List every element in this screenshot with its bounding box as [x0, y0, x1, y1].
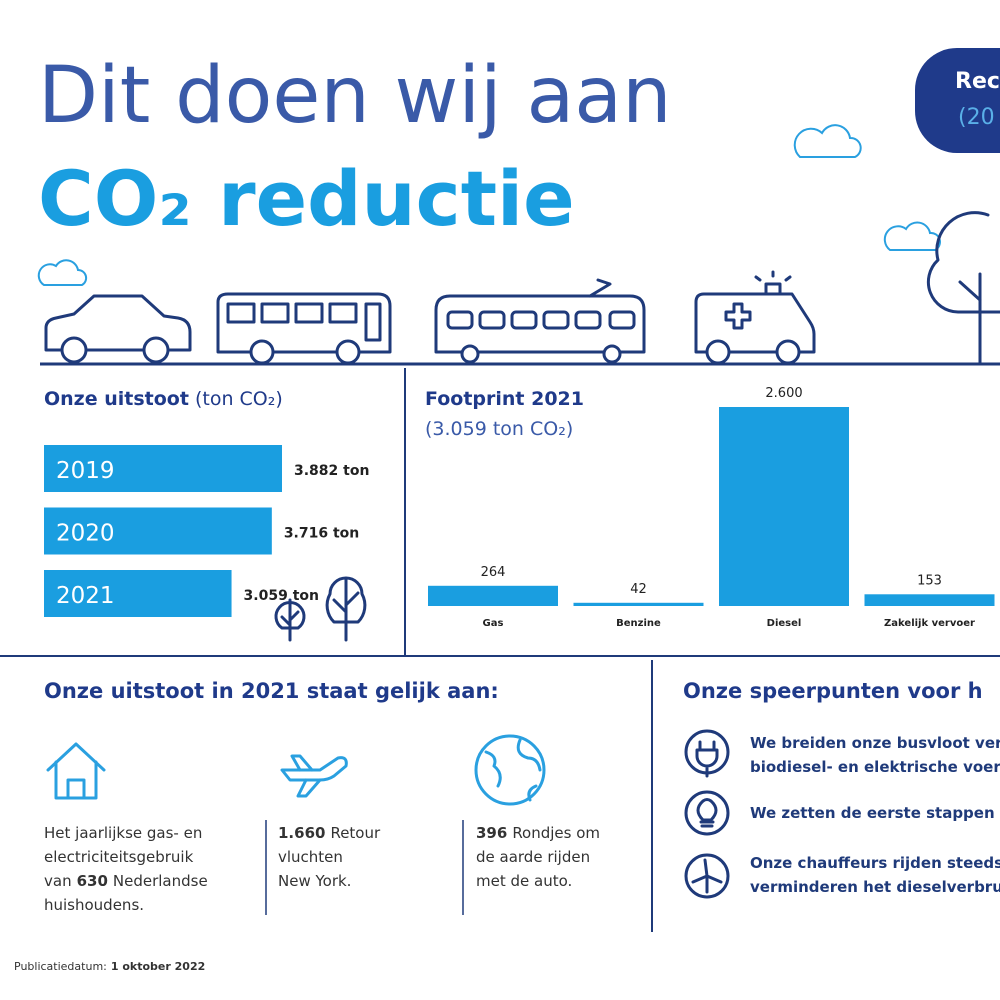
- tree-icons: [274, 576, 367, 642]
- bar: [864, 594, 995, 606]
- equivalent-text: met de auto.: [476, 872, 572, 890]
- value-label: 264: [481, 565, 506, 580]
- equivalent-text: vluchten: [278, 848, 343, 866]
- equivalent-text: van: [44, 872, 72, 890]
- title: Dit doen wij aan: [38, 51, 672, 141]
- value-label: 3.059 ton: [244, 588, 319, 604]
- badge: [915, 48, 1000, 153]
- equivalent-text: Het jaarlijkse gas- en: [44, 824, 202, 842]
- priority-texts: We breiden onze busvloot verd biodiesel- …: [750, 734, 1000, 896]
- value-label: 3.882 ton: [294, 463, 369, 479]
- bar: [44, 445, 282, 492]
- footer: Publicatiedatum: 1 oktober 2022: [14, 960, 205, 973]
- equivalent-line: electriciteitsgebruik: [44, 848, 194, 866]
- bar: [573, 602, 704, 606]
- bar: [44, 507, 272, 555]
- chart-title: Onze uitstoot (ton CO₂): [44, 388, 283, 410]
- value-label: 2.600: [765, 386, 802, 401]
- equivalent-line: Het jaarlijkse gas- en: [44, 824, 202, 842]
- value-label: 153: [917, 573, 942, 588]
- equivalent-text: electriciteitsgebruik: [44, 848, 194, 866]
- vehicles: [44, 211, 1000, 366]
- cloud-icon: [37, 259, 88, 286]
- subtitle: CO₂ reductie: [38, 154, 575, 243]
- x-tick-label: Gas: [483, 618, 504, 629]
- priority-line: We breiden onze busvloot verd: [750, 734, 1000, 752]
- equivalent-text: 1.660: [278, 824, 325, 842]
- value-label: 3.716 ton: [284, 526, 359, 542]
- priority-icons: [684, 729, 730, 899]
- equivalent-texts: Het jaarlijkse gas- en electriciteitsgebr…: [44, 824, 600, 914]
- equivalent-text: 396: [476, 824, 507, 842]
- bar: [428, 585, 558, 606]
- x-tick-label: Benzine: [616, 618, 661, 629]
- equivalent-text: New York.: [278, 872, 351, 890]
- bar-category-label: 2019: [56, 458, 115, 484]
- equivalent-line: van 630 Nederlandse: [44, 872, 208, 890]
- priority-line: verminderen het dieselverbrui: [750, 878, 1000, 896]
- bar-category-label: 2021: [56, 583, 115, 609]
- equivalent-text: huishoudens.: [44, 896, 144, 914]
- bar: [44, 570, 232, 617]
- footer-label: Publicatiedatum:: [14, 960, 107, 973]
- badge-text: Rec: [955, 69, 1000, 94]
- chart-subtitle: (ton CO₂): [195, 388, 283, 410]
- equivalent-text: Rondjes om: [512, 824, 600, 842]
- bar-category-label: 2020: [56, 521, 115, 547]
- priority-line: biodiesel- en elektrische voert: [750, 758, 1000, 776]
- equivalent-line: 396 Rondjes om: [476, 824, 600, 842]
- chart-subtitle: (3.059 ton CO₂): [425, 418, 573, 440]
- bar: [719, 407, 849, 606]
- equivalent-icons: [46, 734, 546, 806]
- equivalent-text: 630: [77, 872, 108, 890]
- x-tick-label: Diesel: [767, 618, 802, 629]
- equivalent-text: Retour: [330, 824, 381, 842]
- equivalent-line: met de auto.: [476, 872, 572, 890]
- equivalent-line: huishoudens.: [44, 896, 144, 914]
- equivalent-text: Nederlandse: [113, 872, 208, 890]
- chart-title: Footprint 2021: [425, 388, 584, 410]
- cloud-icon: [793, 124, 862, 158]
- priority-line: We zetten de eerste stappen n: [750, 804, 1000, 822]
- priority-line: Onze chauffeurs rijden steeds z: [750, 854, 1000, 872]
- chart-title: Onze uitstoot: [44, 388, 189, 410]
- equivalent-line: vluchten: [278, 848, 343, 866]
- x-tick-label: Zakelijk vervoer: [884, 618, 975, 629]
- section-heading: Onze uitstoot in 2021 staat gelijk aan:: [44, 679, 499, 703]
- footer-date: 1 oktober 2022: [111, 960, 205, 973]
- equivalent-text: de aarde rijden: [476, 848, 590, 866]
- badge-text: (20: [958, 105, 995, 130]
- value-label: 42: [630, 582, 647, 597]
- section-heading: Onze speerpunten voor h: [683, 679, 983, 703]
- equivalent-line: New York.: [278, 872, 351, 890]
- equivalent-line: 1.660 Retour: [278, 824, 381, 842]
- equivalent-line: de aarde rijden: [476, 848, 590, 866]
